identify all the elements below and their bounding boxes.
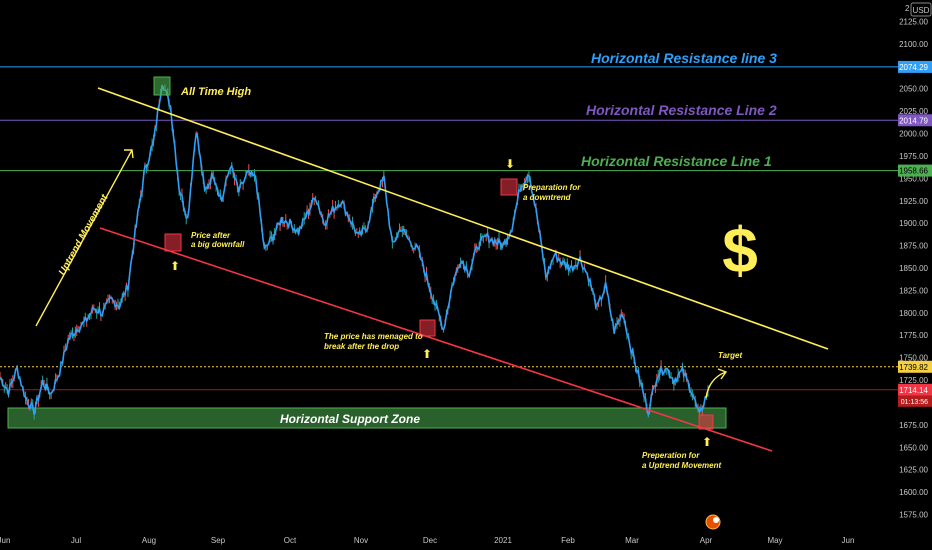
- currency-label: USD: [913, 6, 930, 15]
- x-tick-label: Nov: [354, 536, 368, 545]
- price-scale[interactable]: [898, 0, 932, 550]
- x-axis: Jun Jul Aug Sep Oct Nov Dec 2021 Feb Mar Apr May Jun: [0, 536, 854, 545]
- x-tick-label: Jun: [0, 536, 10, 545]
- support-zone[interactable]: [7, 407, 727, 429]
- y-tick-label: 1925.00: [899, 197, 928, 206]
- downtrend-marker[interactable]: [500, 178, 518, 196]
- price-badge-label: 2074.29: [899, 63, 928, 72]
- y-tick-label: 1775.00: [899, 331, 928, 340]
- uptrend-prep-up-arrow: ⬆: [702, 435, 712, 449]
- y-tick-label: 2125.00: [899, 17, 928, 26]
- prep-down-label-2: a downtrend: [523, 193, 572, 202]
- y-tick-label: 1650.00: [899, 443, 928, 452]
- y-tick-label: 1975.00: [899, 152, 928, 161]
- break-up-arrow: ⬆: [422, 347, 432, 361]
- y-tick-label: 2000.00: [899, 130, 928, 139]
- support-zone-label: Horizontal Support Zone: [280, 412, 420, 426]
- target-label: Target: [718, 351, 742, 360]
- y-axis: 1575.001600.001625.001650.001675.001700.…: [898, 17, 932, 520]
- x-tick-label: 2021: [494, 536, 512, 545]
- price-after-label-1: Price after: [191, 231, 231, 240]
- resistance-2-label: Horizontal Resistance Line 2: [586, 102, 777, 118]
- uptrend-label: Uptrend Movement: [57, 192, 111, 277]
- y-tick-label: 1625.00: [899, 466, 928, 475]
- resistance-3-label: Horizontal Resistance line 3: [591, 50, 777, 66]
- y-tick-label: 1875.00: [899, 242, 928, 251]
- price-series: [0, 84, 709, 420]
- x-tick-label: Oct: [284, 536, 297, 545]
- price-badge: [898, 114, 932, 127]
- horizontal-lines: [0, 66, 898, 391]
- prep-down-label-1: Preparation for: [523, 183, 581, 192]
- price-after-label-2: a big downfall: [191, 240, 245, 249]
- break-marker[interactable]: [419, 319, 436, 337]
- target-arrow: [705, 371, 727, 399]
- menaged-label-1: The price has menaged to: [324, 332, 423, 341]
- target-arrowhead: [717, 368, 728, 380]
- dollar-sign-icon: $: [722, 214, 758, 286]
- x-tick-label: May: [767, 536, 782, 545]
- y-tick-label: 1725.00: [899, 376, 928, 385]
- x-tick-label: Apr: [700, 536, 713, 545]
- y-tick-label: 1800.00: [899, 309, 928, 318]
- y-tick-label: 1950.00: [899, 174, 928, 183]
- price-badge: [898, 164, 932, 177]
- y-tick-label: 1575.00: [899, 511, 928, 520]
- downfall-up-arrow: ⬆: [170, 259, 180, 273]
- countdown-label: 01:13:56: [901, 399, 928, 406]
- x-tick-label: Jul: [71, 536, 81, 545]
- event-icon-dot: [713, 517, 719, 523]
- price-badge-label: 1739.82: [899, 363, 928, 372]
- menaged-label-2: break after the drop: [324, 342, 399, 351]
- ath-marker[interactable]: [153, 76, 171, 96]
- y-tick-label: 1600.00: [899, 488, 928, 497]
- x-tick-label: Aug: [142, 536, 156, 545]
- downfall-marker[interactable]: [164, 233, 182, 252]
- price-badge: [898, 383, 932, 396]
- price-badge-label: 1958.66: [899, 167, 928, 176]
- x-tick-label: Sep: [211, 536, 226, 545]
- resistance-1-label: Horizontal Resistance Line 1: [581, 153, 772, 169]
- price-badge: [898, 60, 932, 73]
- y-tick-label: 1825.00: [899, 286, 928, 295]
- y-tick-label: 2025.00: [899, 107, 928, 116]
- countdown-badge: [898, 395, 932, 407]
- prep-up-label-1: Preperation for: [642, 451, 700, 460]
- currency-badge[interactable]: [910, 2, 932, 17]
- ath-label: All Time High: [180, 86, 251, 98]
- price-badge-label: 2014.79: [899, 116, 928, 125]
- prep-up-label-2: a Uptrend Movement: [642, 461, 721, 470]
- price-line: [0, 85, 709, 418]
- uptrend-arrow: [35, 149, 133, 327]
- y-tick-label: 1850.00: [899, 264, 928, 273]
- y-tick-label: 2050.00: [899, 85, 928, 94]
- x-tick-label: Mar: [625, 536, 639, 545]
- lower-trendline[interactable]: [99, 227, 773, 452]
- settings-value[interactable]: 2: [905, 4, 910, 13]
- uptrend-prep-marker[interactable]: [698, 414, 714, 430]
- y-tick-label: 1675.00: [899, 421, 928, 430]
- x-tick-label: Feb: [561, 536, 575, 545]
- y-tick-label: 2100.00: [899, 40, 928, 49]
- y-tick-label: 1900.00: [899, 219, 928, 228]
- x-tick-label: Jun: [842, 536, 855, 545]
- price-badge: [898, 360, 932, 373]
- uptrend-arrowhead: [124, 149, 134, 159]
- upper-trendline[interactable]: [97, 87, 829, 350]
- price-badge-label: 1714.14: [899, 386, 928, 395]
- downtrend-down-arrow: ⬇: [505, 157, 515, 171]
- x-tick-label: Dec: [423, 536, 437, 545]
- y-tick-label: 1750.00: [899, 354, 928, 363]
